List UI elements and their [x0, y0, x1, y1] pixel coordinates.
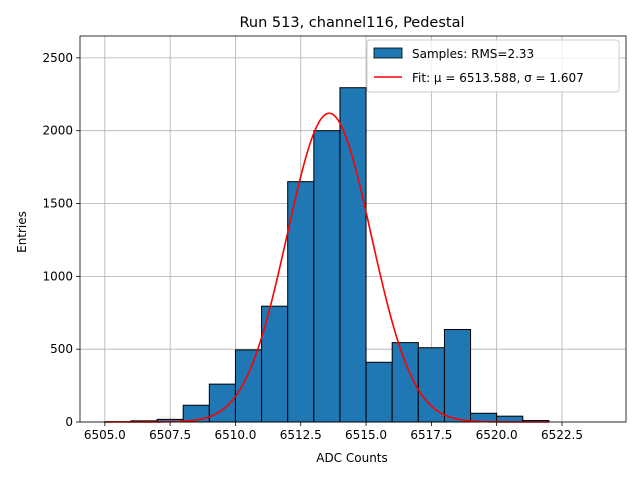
x-tick-label: 6517.5	[410, 428, 452, 442]
y-tick-label: 500	[50, 342, 73, 356]
y-tick-label: 1500	[42, 197, 73, 211]
y-axis-ticks: 0 500 1000 1500 2000 2500	[42, 51, 80, 429]
legend-swatch-samples	[373, 47, 403, 59]
x-tick-label: 6510.0	[214, 428, 256, 442]
y-tick-label: 0	[65, 415, 73, 429]
plot-frame	[79, 35, 627, 423]
histogram-bar	[234, 349, 263, 423]
x-axis-label: ADC Counts	[316, 451, 388, 465]
fit-curve	[104, 112, 549, 423]
histogram-bar	[417, 347, 445, 423]
histogram-bar	[313, 130, 341, 423]
histogram-bar	[208, 383, 236, 423]
x-tick-label: 6520.0	[476, 428, 518, 442]
x-axis-ticks: 6505.0 6507.5 6510.0 6512.5 6515.0 6517.5 6520…	[84, 422, 583, 442]
histogram-bar	[365, 361, 393, 423]
x-tick-label: 6522.5	[541, 428, 583, 442]
y-tick-label: 2500	[42, 51, 73, 65]
legend-box	[366, 39, 620, 93]
histogram-bar	[339, 87, 367, 423]
y-tick-label: 2000	[42, 124, 73, 138]
legend-label-fit: Fit: μ = 6513.588, σ = 1.607	[412, 71, 584, 85]
x-tick-label: 6512.5	[280, 428, 322, 442]
histogram-bars	[104, 87, 550, 423]
legend-label-samples: Samples: RMS=2.33	[412, 47, 534, 61]
y-axis-label: Entries	[15, 211, 29, 253]
chart-title: Run 513, channel116, Pedestal	[239, 15, 464, 31]
x-tick-label: 6507.5	[149, 428, 191, 442]
x-tick-label: 6515.0	[345, 428, 387, 442]
y-tick-label: 1000	[42, 269, 73, 283]
x-tick-label: 6505.0	[84, 428, 126, 442]
legend: Samples: RMS=2.33 Fit: μ = 6513.588, σ =…	[366, 39, 620, 93]
histogram-bar	[443, 329, 472, 423]
